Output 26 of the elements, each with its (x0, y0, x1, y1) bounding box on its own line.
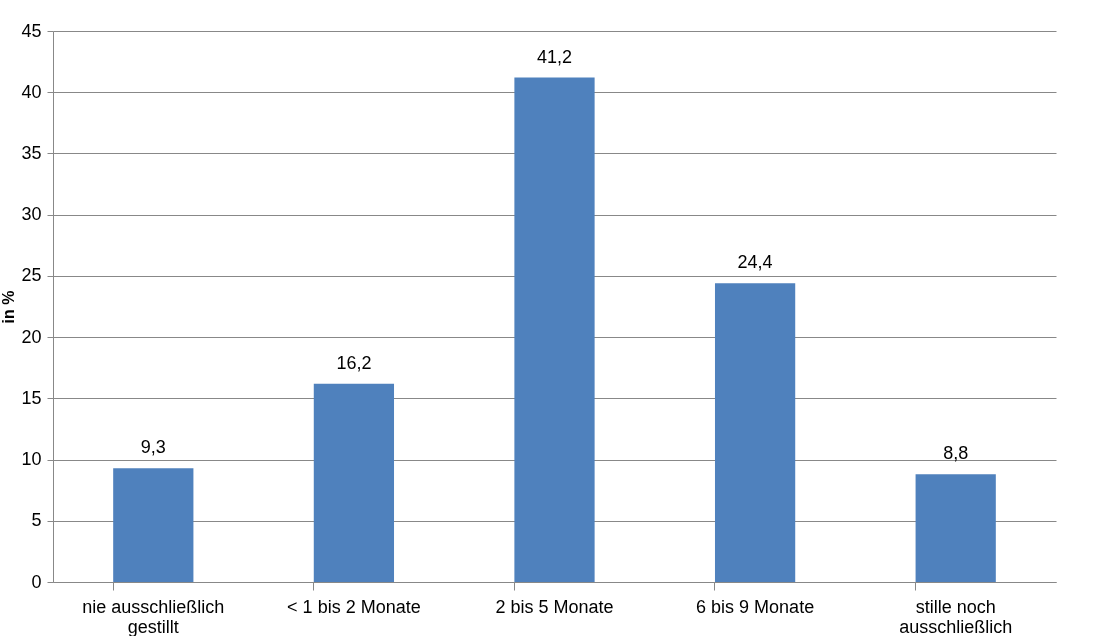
y-tick-label: 5 (31, 510, 42, 531)
x-tick-label: stille noch ausschließlich (899, 596, 1013, 637)
y-tick-label: 40 (21, 81, 42, 102)
y-tick-label: 15 (21, 387, 42, 408)
x-tick-label: 6 bis 9 Monate (696, 596, 815, 617)
y-tick-label: 10 (21, 449, 42, 470)
data-label: 9,3 (140, 437, 166, 458)
bar (915, 474, 996, 582)
y-tick-label: 35 (21, 142, 42, 163)
y-tick-label: 30 (21, 204, 42, 225)
bar (714, 283, 796, 582)
y-tick-label: 25 (21, 265, 42, 286)
data-label: 41,2 (536, 46, 573, 67)
y-tick-label: 45 (21, 20, 42, 41)
y-tick-label: 20 (21, 326, 42, 347)
x-tick-label: < 1 bis 2 Monate (287, 596, 421, 617)
data-label: 16,2 (336, 352, 372, 373)
bar (514, 77, 595, 582)
y-axis-title: in % (0, 290, 18, 324)
data-label: 8,8 (943, 443, 969, 464)
data-label: 24,4 (737, 252, 773, 273)
y-tick-label: 0 (31, 571, 42, 592)
x-tick-label: 2 bis 5 Monate (495, 596, 614, 617)
bar (113, 468, 194, 582)
bar (313, 383, 395, 582)
x-tick-label: nie ausschließlich gestillt (82, 596, 225, 637)
